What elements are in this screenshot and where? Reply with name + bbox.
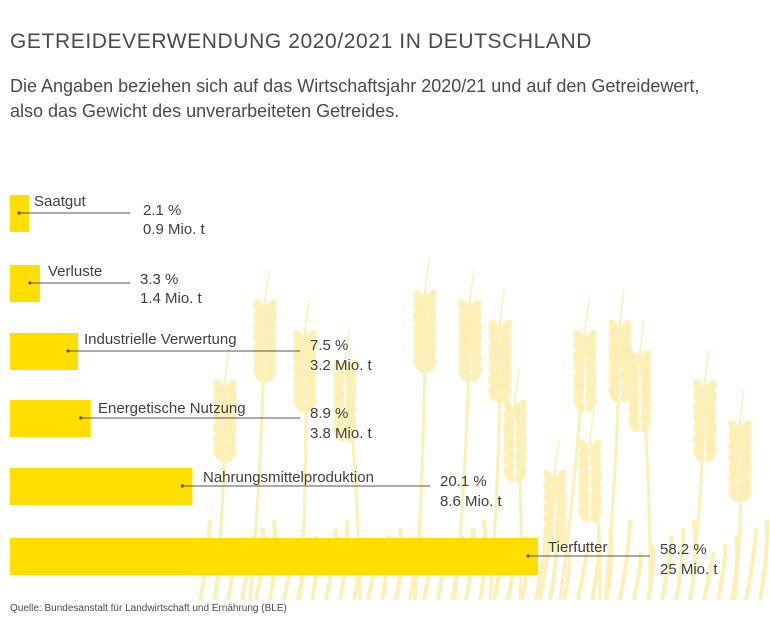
tonnage-label: 0.9 Mio. t xyxy=(143,221,206,238)
category-label: Tierfutter xyxy=(548,539,607,556)
percent-label: 58.2 % xyxy=(660,541,707,558)
wheat-grain xyxy=(333,425,345,443)
wheat-awn xyxy=(554,439,560,471)
wheat-awn xyxy=(344,329,350,361)
category-label: Energetische Nutzung xyxy=(98,400,246,417)
grass-blade xyxy=(632,551,644,600)
wheat-grain xyxy=(293,395,305,413)
wheat-awn xyxy=(514,369,520,401)
wheat-grain xyxy=(213,445,225,463)
tonnage-label: 25 Mio. t xyxy=(660,561,718,578)
category-label: Nahrungsmittelproduktion xyxy=(203,469,374,486)
wheat-awn xyxy=(584,299,590,331)
wheat-awn xyxy=(704,349,710,381)
wheat-grain xyxy=(585,395,597,413)
wheat-awn xyxy=(739,389,745,421)
grass-blade xyxy=(730,535,740,600)
source-note: Quelle: Bundesanstalt für Landwirtschaft… xyxy=(10,603,287,614)
grass-blade xyxy=(576,543,590,600)
wheat-awn xyxy=(304,299,310,331)
grass-blade xyxy=(590,535,602,600)
wheat-grain xyxy=(470,365,482,383)
bar-tierfutter xyxy=(10,538,538,575)
percent-label: 7.5 % xyxy=(310,337,348,354)
wheat-grain xyxy=(728,485,740,503)
bar-chart: Saatgut 2.1 % 0.9 Mio. t Verluste 3.3 % 1.4 M… xyxy=(10,193,770,600)
leader-dot xyxy=(79,416,83,420)
wheat-grain xyxy=(425,355,437,373)
grass-blade xyxy=(688,519,698,600)
wheat-grain xyxy=(578,505,590,523)
wheat-grain xyxy=(705,445,717,463)
wheat-grain xyxy=(225,445,237,463)
leader-dot xyxy=(28,281,32,285)
percent-label: 3.3 % xyxy=(140,271,178,288)
tonnage-label: 8.6 Mio. t xyxy=(440,493,503,510)
leader-dot xyxy=(526,554,530,558)
grass-blade xyxy=(702,551,716,600)
wheat-grain xyxy=(590,505,602,523)
category-label: Saatgut xyxy=(34,193,87,210)
wheat-awn xyxy=(639,319,645,351)
wheat-grain xyxy=(458,365,470,383)
grass-blade xyxy=(744,527,758,600)
wheat-grain xyxy=(740,485,752,503)
grass-blade xyxy=(758,519,770,600)
wheat-grain xyxy=(488,385,500,403)
wheat-grain xyxy=(500,385,512,403)
wheat-grain xyxy=(345,425,357,443)
tonnage-label: 3.2 Mio. t xyxy=(310,357,373,374)
grass-blade xyxy=(674,527,686,600)
wheat-grain xyxy=(265,365,277,383)
wheat-grain xyxy=(503,465,515,483)
grass-blade xyxy=(562,551,572,600)
tonnage-label: 1.4 Mio. t xyxy=(140,290,203,307)
wheat-awn xyxy=(589,409,595,441)
wheat-grain xyxy=(413,355,425,373)
category-label: Verluste xyxy=(48,263,102,280)
percent-label: 2.1 % xyxy=(143,202,181,219)
wheat-grain xyxy=(608,385,620,403)
grass-blade xyxy=(618,519,632,600)
wheat-grain xyxy=(515,465,527,483)
grass-blade xyxy=(604,527,614,600)
tonnage-label: 3.8 Mio. t xyxy=(310,425,373,442)
percent-label: 20.1 % xyxy=(440,473,487,490)
bar-energetische-nutzung xyxy=(10,400,91,437)
grass-blade xyxy=(716,543,728,600)
wheat-awn xyxy=(499,289,505,321)
wheat-awn xyxy=(619,289,625,321)
leader-dot xyxy=(66,349,70,353)
wheat-grain xyxy=(573,395,585,413)
wheat-grain xyxy=(640,415,652,433)
wheat-grain xyxy=(628,415,640,433)
wheat-grain xyxy=(253,365,265,383)
leader-dot xyxy=(17,211,21,215)
category-label: Industrielle Verwertung xyxy=(84,331,237,348)
wheat-awn xyxy=(469,269,475,301)
grass-blade xyxy=(534,527,548,600)
wheat-grain xyxy=(693,445,705,463)
grass-blade xyxy=(548,519,560,600)
chart-title: GETREIDEVERWENDUNG 2020/2021 IN DEUTSCHL… xyxy=(10,30,593,53)
wheat-grain xyxy=(305,395,317,413)
percent-label: 8.9 % xyxy=(310,405,348,422)
grass-blade xyxy=(646,543,656,600)
grass-blade xyxy=(660,535,674,600)
bar-nahrungsmittelproduktion xyxy=(10,468,193,505)
chart-subtitle: Die Angaben beziehen sich auf das Wirtsc… xyxy=(10,76,700,121)
bars-layer: Saatgut 2.1 % 0.9 Mio. t Verluste 3.3 % 1.4 M… xyxy=(10,193,718,578)
wheat-awn xyxy=(264,269,270,301)
wheat-awn xyxy=(224,349,230,381)
leader-dot xyxy=(180,484,184,488)
wheat-awn xyxy=(424,259,430,291)
